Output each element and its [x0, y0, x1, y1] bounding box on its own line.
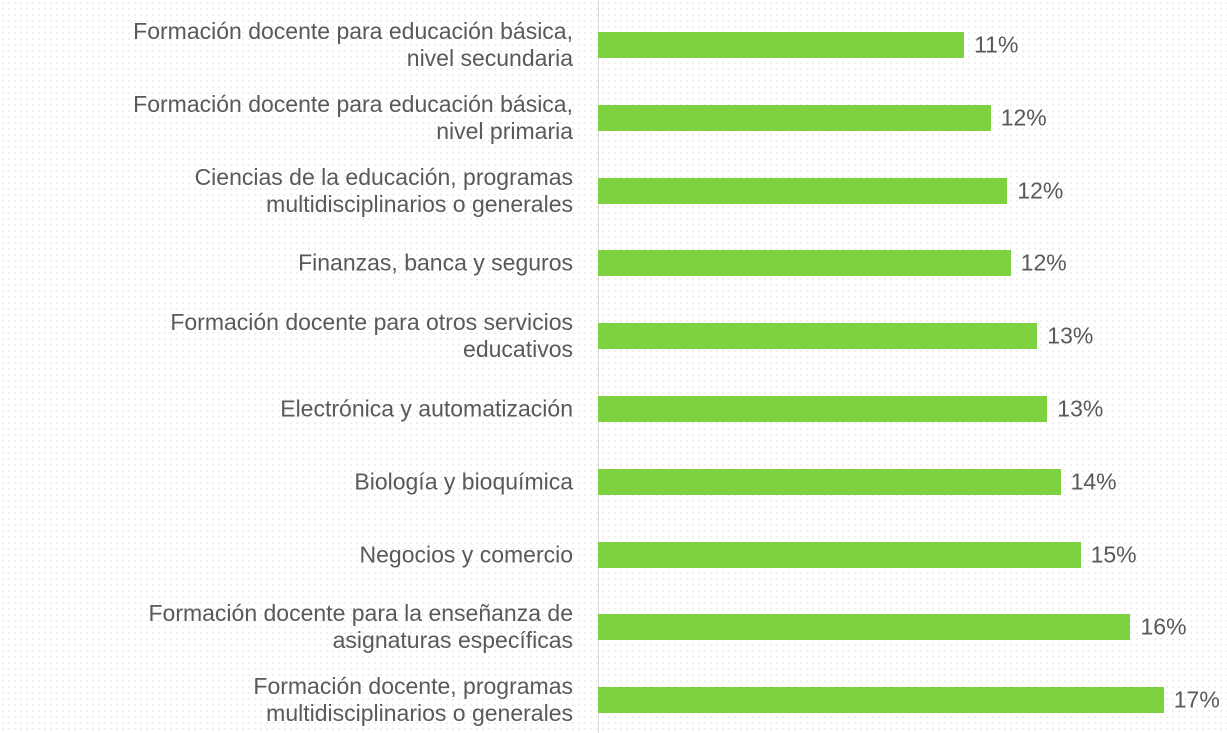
bar	[598, 541, 1081, 568]
bar	[598, 250, 1011, 277]
category-label: Ciencias de la educación, programas mult…	[194, 163, 573, 217]
category-label: Formación docente, programas multidiscip…	[253, 673, 573, 727]
y-axis-line	[598, 0, 599, 733]
category-label: Formación docente para otros servicios e…	[170, 309, 573, 363]
bar	[598, 396, 1048, 422]
category-label: Electrónica y automatización	[280, 395, 573, 422]
category-label: Formación docente para educación básica,…	[133, 18, 573, 71]
value-label: 12%	[1020, 249, 1067, 276]
bar	[598, 687, 1164, 714]
value-label: 15%	[1090, 541, 1137, 568]
category-label: Biología y bioquímica	[354, 468, 573, 495]
value-label: 17%	[1173, 686, 1220, 713]
category-label: Finanzas, banca y seguros	[298, 249, 573, 276]
bar	[598, 323, 1038, 350]
bar	[598, 177, 1008, 204]
value-label: 13%	[1057, 395, 1104, 422]
bar	[598, 104, 991, 131]
value-label: 12%	[1017, 177, 1064, 204]
value-label: 11%	[974, 31, 1019, 58]
category-label: Formación docente para la enseñanza de a…	[148, 600, 573, 654]
bar	[598, 32, 965, 58]
category-label: Negocios y comercio	[359, 541, 573, 568]
value-label: 16%	[1140, 613, 1187, 640]
value-label: 12%	[1000, 104, 1047, 131]
value-label: 14%	[1070, 468, 1117, 495]
bar	[598, 468, 1061, 495]
value-label: 13%	[1047, 322, 1094, 349]
bar	[598, 614, 1131, 641]
category-label: Formación docente para educación básica,…	[133, 90, 573, 144]
